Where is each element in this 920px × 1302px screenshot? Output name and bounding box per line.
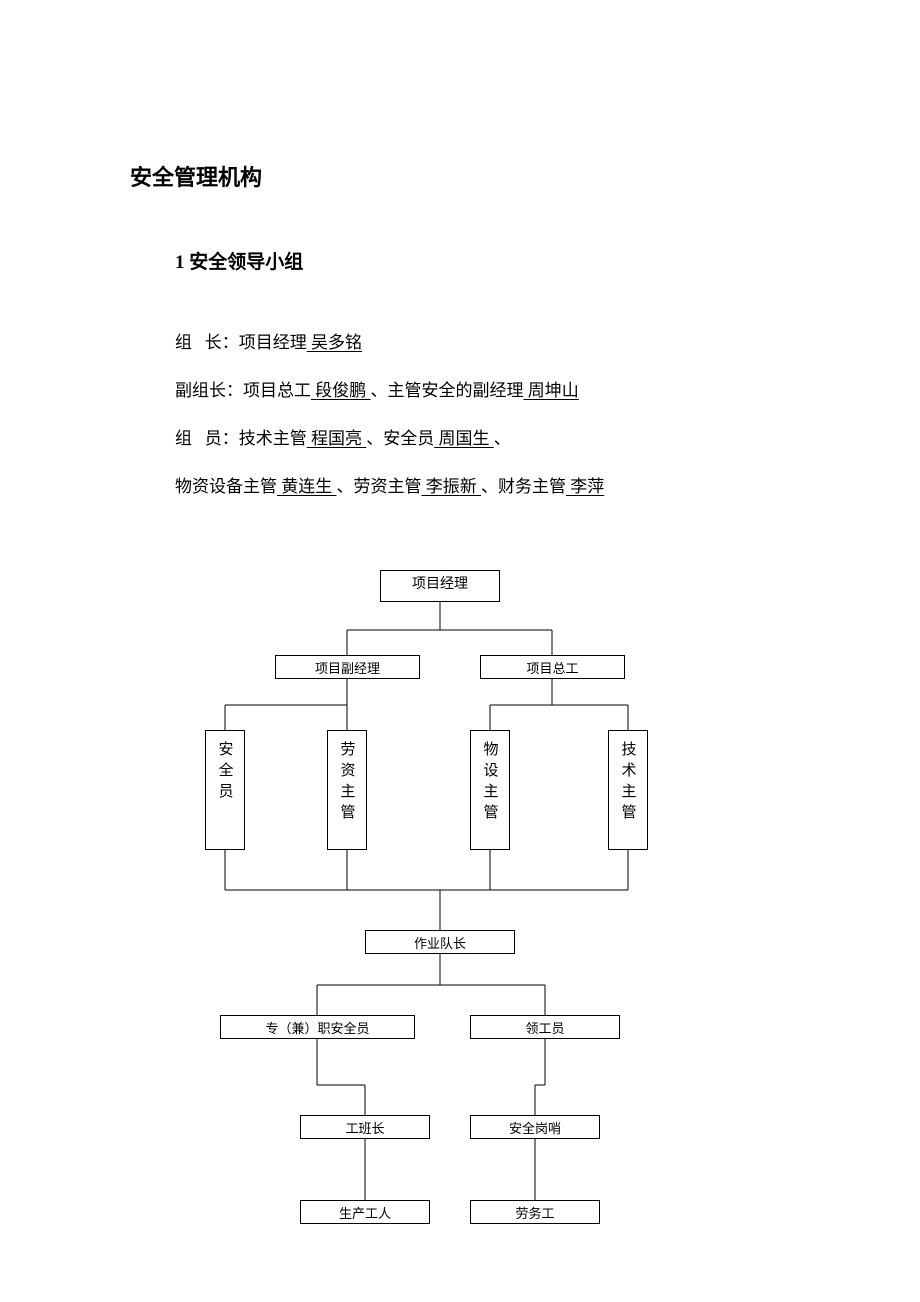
org-node-n9: 生产工人	[300, 1200, 430, 1224]
leader-line: 组 长：项目经理 吴多铭	[175, 319, 790, 367]
vice-leader-label: 副组长：项目总工	[175, 381, 311, 400]
vice-leader-name1: 段俊鹏	[311, 381, 371, 400]
section-number: 1	[175, 252, 185, 273]
roles-text-block: 组 长：项目经理 吴多铭 副组长：项目总工 段俊鹏 、主管安全的副经理 周坤山 …	[175, 319, 790, 511]
leader-name: 吴多铭	[307, 333, 362, 352]
member-line2: 物资设备主管 黄连生 、劳资主管 李振新 、财务主管 李萍	[175, 463, 790, 511]
member2-pre: 物资设备主管	[175, 477, 277, 496]
org-node-n3: 项目总工	[480, 655, 625, 679]
org-node-label: 物设主管	[480, 731, 501, 825]
org-node-n1: 项目经理	[380, 570, 500, 602]
member-label-pre: 组	[175, 429, 192, 448]
vice-leader-mid: 、主管安全的副经理	[371, 381, 524, 400]
org-node-label: 安全员	[215, 731, 236, 804]
member2-mid1: 、劳资主管	[337, 477, 422, 496]
org-node-n2: 项目副经理	[275, 655, 420, 679]
member-name2: 周国生	[434, 429, 494, 448]
org-node-n8: 安全岗哨	[470, 1115, 600, 1139]
member-line1: 组 员：技术主管 程国亮 、安全员 周国生 、	[175, 415, 790, 463]
org-node-n10: 劳务工	[470, 1200, 600, 1224]
org-node-label: 技术主管	[618, 731, 639, 825]
leader-label-post: 长：项目经理	[205, 333, 307, 352]
member-mid: 、安全员	[366, 429, 434, 448]
org-node-n7: 工班长	[300, 1115, 430, 1139]
vice-leader-name2: 周坤山	[524, 381, 579, 400]
main-title: 安全管理机构	[130, 160, 790, 192]
section-title: 1 安全领导小组	[175, 247, 790, 274]
org-node-label: 劳资主管	[337, 731, 358, 825]
org-node-n6: 领工员	[470, 1015, 620, 1039]
vice-leader-line: 副组长：项目总工 段俊鹏 、主管安全的副经理 周坤山	[175, 367, 790, 415]
org-node-v3: 物设主管	[470, 730, 510, 850]
member2-name2: 李振新	[422, 477, 482, 496]
org-node-n4: 作业队长	[365, 930, 515, 954]
member2-name1: 黄连生	[277, 477, 337, 496]
member-name1: 程国亮	[307, 429, 367, 448]
member-tail: 、	[494, 429, 511, 448]
member2-mid2: 、财务主管	[481, 477, 566, 496]
member-label-post: 员：技术主管	[205, 429, 307, 448]
org-node-v1: 安全员	[205, 730, 245, 850]
org-node-n5: 专（兼）职安全员	[220, 1015, 415, 1039]
org-chart: 项目经理项目副经理 项目总工安全员 劳资主管 物设主管 技术主管作业队长专（兼）职安全员…	[170, 560, 770, 1260]
section-title-text: 安全领导小组	[189, 252, 303, 273]
member2-name3: 李萍	[566, 477, 604, 496]
org-node-v4: 技术主管	[608, 730, 648, 850]
org-node-v2: 劳资主管	[327, 730, 367, 850]
leader-label-pre: 组	[175, 333, 192, 352]
chart-connectors	[170, 560, 770, 1260]
